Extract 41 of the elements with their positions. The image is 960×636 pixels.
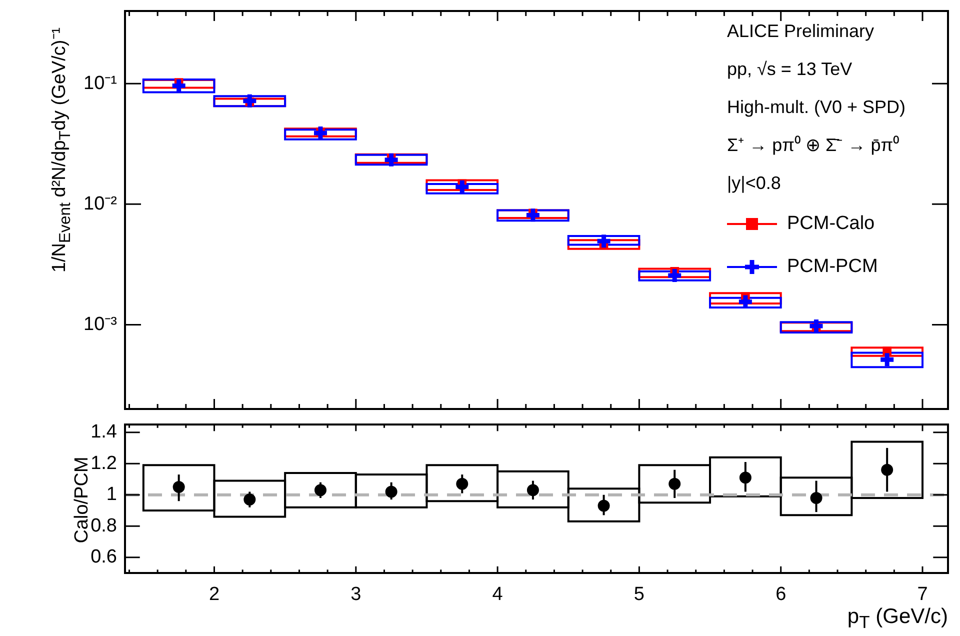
annotation: Σ⁺ → pπ⁰ ⊕ Σ̄⁻ → p̄π⁰ [727, 134, 900, 157]
x-tick-label: 2 [208, 584, 220, 606]
x-tick-label: 4 [492, 584, 504, 606]
bar [850, 346, 924, 357]
legend-label: PCM-Calo [787, 212, 875, 234]
point [385, 486, 398, 498]
legend-label: PCM-PCM [787, 256, 878, 278]
point [526, 484, 539, 496]
point [314, 484, 326, 496]
x-tick-label: 5 [634, 584, 644, 606]
bar [638, 270, 712, 282]
annotation: |y|<0.8 [727, 172, 782, 195]
y-tick-label: 10⁻³ [84, 314, 117, 335]
y-tick-label: 1.2 [90, 452, 117, 474]
bar [496, 209, 570, 222]
annotation: pp, √s = 13 TeV [727, 58, 854, 81]
bar [284, 128, 357, 138]
y-axis-title: Calo/PCM [72, 456, 92, 544]
y-tick-label: 10⁻¹ [84, 72, 117, 94]
point [739, 472, 752, 484]
y-tick-label: 0.6 [90, 546, 117, 568]
annotation: High-mult. (V0 + SPD) [727, 96, 906, 119]
point [881, 464, 894, 476]
point [172, 481, 185, 494]
y-tick-label: 1 [106, 484, 117, 506]
x-axis-title: p$_{T}$ (GeV/c) [847, 605, 948, 632]
y-tick-label: 1.4 [90, 422, 118, 443]
annotation: ALICE Preliminary [727, 20, 876, 43]
x-tick-label: 6 [776, 584, 786, 606]
bar [709, 296, 782, 308]
bar [850, 352, 924, 368]
point [668, 478, 681, 490]
point [244, 494, 256, 506]
point [598, 500, 610, 512]
x-tick-label: 3 [350, 584, 362, 606]
point [456, 478, 468, 490]
y-tick-label: 0.8 [90, 515, 117, 536]
bar [426, 179, 499, 192]
y-tick-label: 10⁻² [84, 193, 117, 214]
point [810, 492, 822, 504]
x-tick-label: 7 [917, 584, 928, 606]
